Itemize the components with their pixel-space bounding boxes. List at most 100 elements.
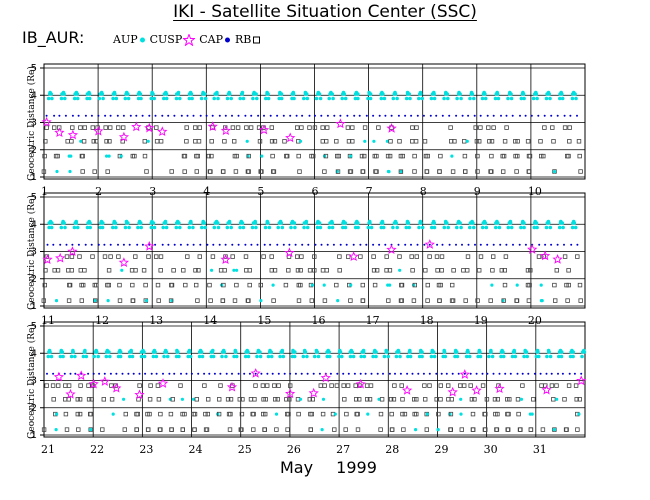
aup-point	[142, 354, 147, 359]
cap-point	[448, 114, 451, 117]
aup-point	[130, 354, 135, 359]
aup-point	[88, 225, 92, 230]
square-icon	[253, 36, 261, 44]
y-tick-label: 4	[31, 219, 37, 230]
cusp-point	[494, 383, 505, 394]
aup-point	[292, 96, 296, 101]
aup-point	[310, 283, 314, 287]
rb-point	[490, 254, 496, 259]
day-label: 9	[474, 185, 481, 198]
cusp-point	[220, 254, 231, 264]
cap-point	[568, 372, 571, 375]
aup-point	[318, 225, 323, 230]
rb-point	[64, 254, 70, 259]
rb-point	[75, 411, 80, 417]
rb-point	[205, 397, 211, 402]
cap-point	[115, 372, 118, 375]
rb-point	[323, 153, 329, 159]
aup-point	[63, 225, 67, 230]
cap-point	[556, 243, 559, 246]
cap-point	[461, 114, 464, 117]
aup-point	[269, 354, 274, 359]
aup-point	[534, 221, 539, 225]
rb-point	[367, 397, 373, 402]
cap-point	[84, 243, 87, 246]
aup-point	[118, 350, 123, 354]
aup-point	[60, 350, 65, 354]
rb-point	[409, 139, 415, 144]
aup-point	[458, 221, 462, 225]
cap-point	[411, 372, 414, 375]
cap-point	[479, 114, 482, 117]
rb-point	[192, 125, 198, 130]
aup-point	[399, 169, 403, 174]
rb-point	[461, 139, 467, 144]
aup-point	[558, 96, 562, 101]
rb-point	[566, 383, 572, 388]
aup-point	[351, 354, 356, 359]
rb-point	[92, 169, 97, 174]
day-label: 2	[95, 185, 102, 198]
aup-point	[298, 139, 303, 143]
rb-point	[484, 397, 490, 402]
cap-point	[244, 114, 247, 117]
aup-point	[107, 350, 111, 354]
rb-point	[193, 282, 199, 288]
aup-point	[432, 221, 437, 225]
aup-point	[238, 225, 242, 230]
aup-point	[138, 92, 143, 96]
rb-point	[88, 411, 93, 417]
rb-point	[470, 427, 476, 432]
aup-point	[302, 96, 306, 101]
aup-point	[69, 154, 73, 158]
cap-point	[505, 114, 508, 117]
cap-point	[474, 243, 476, 246]
cap-point	[486, 372, 489, 375]
aup-point	[126, 221, 130, 225]
rb-point	[283, 282, 289, 288]
cap-point	[117, 243, 119, 246]
aup-point	[321, 397, 326, 401]
cap-point	[570, 243, 573, 246]
aup-point	[75, 96, 80, 101]
rb-point	[282, 139, 287, 144]
cusp-point	[320, 372, 331, 383]
cap-point	[486, 243, 489, 246]
rb-point	[204, 427, 210, 432]
rb-point	[310, 397, 315, 402]
aup-point	[149, 96, 153, 101]
aup-point	[238, 96, 242, 101]
rb-point	[412, 153, 417, 159]
aup-point	[387, 170, 391, 174]
rb-point	[78, 383, 83, 388]
cap-point	[301, 114, 304, 117]
aup-point	[240, 92, 244, 96]
rb-point	[260, 383, 266, 388]
aup-point	[572, 221, 577, 225]
day-label: 1	[41, 185, 48, 198]
rb-point	[257, 139, 263, 144]
rb-point	[100, 427, 105, 432]
aup-point	[356, 221, 360, 225]
aup-point	[465, 139, 469, 143]
aup-point	[113, 221, 118, 225]
aup-point	[408, 354, 413, 359]
rb-point	[233, 169, 239, 174]
cap-point	[180, 114, 183, 117]
cap-point	[276, 243, 279, 246]
aup-point	[510, 354, 515, 359]
rb-point	[499, 268, 504, 273]
aup-point	[93, 299, 97, 303]
aup-point	[314, 96, 319, 101]
cap-point	[168, 372, 171, 375]
rb-point	[437, 169, 442, 174]
aup-point	[391, 225, 395, 230]
rb-point	[412, 169, 417, 174]
rb-point	[487, 139, 492, 144]
rb-point	[438, 153, 443, 159]
rb-point	[222, 139, 227, 144]
aup-point	[560, 96, 565, 101]
rb-point	[312, 125, 318, 130]
cap-point	[87, 372, 90, 375]
rb-point	[332, 427, 337, 432]
